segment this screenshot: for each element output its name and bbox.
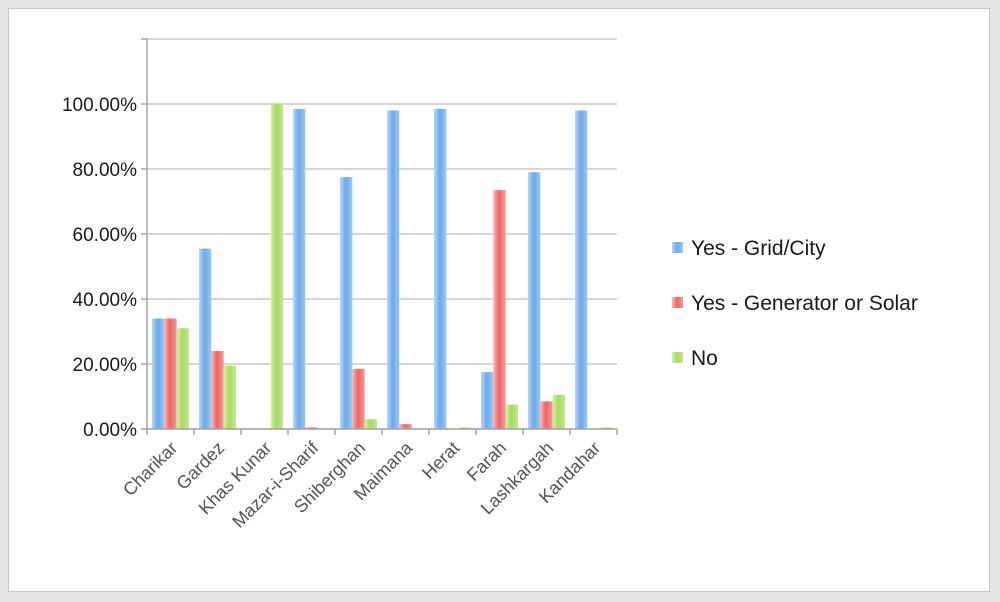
gridlines xyxy=(147,38,617,430)
legend: Yes - Grid/City Yes - Generator or Solar N… xyxy=(672,237,918,370)
bar xyxy=(223,365,236,429)
y-axis-tick-labels: 0.00% 20.00% 40.00% 60.00% 80.00% 100.00% xyxy=(62,95,137,441)
legend-swatch xyxy=(672,242,683,253)
bar xyxy=(199,248,212,429)
bar xyxy=(340,177,353,429)
bar xyxy=(399,424,412,429)
bar-chart: 0.00% 20.00% 40.00% 60.00% 80.00% 100.00% Cha… xyxy=(62,38,918,532)
bar xyxy=(164,318,177,429)
axes xyxy=(141,38,618,435)
bar xyxy=(176,328,189,429)
bar xyxy=(575,110,588,429)
bar xyxy=(458,427,471,429)
bar xyxy=(434,108,447,429)
y-tick-label: 0.00% xyxy=(83,420,137,441)
bar xyxy=(493,190,506,429)
bar xyxy=(505,404,518,429)
legend-label: Yes - Grid/City xyxy=(691,237,826,260)
bar xyxy=(481,372,494,429)
bar xyxy=(552,394,565,429)
category-label: Charikar xyxy=(119,438,181,500)
bar xyxy=(599,427,612,429)
legend-swatch xyxy=(672,352,683,363)
legend-label: No xyxy=(691,347,718,370)
chart-frame: 0.00% 20.00% 40.00% 60.00% 80.00% 100.00% Cha… xyxy=(8,8,990,592)
bar xyxy=(152,318,165,429)
y-tick-label: 100.00% xyxy=(62,95,137,116)
bar xyxy=(387,110,400,429)
bar xyxy=(528,172,541,429)
y-tick-label: 20.00% xyxy=(73,355,138,376)
bar xyxy=(293,108,306,429)
bar xyxy=(364,419,377,429)
y-tick-label: 80.00% xyxy=(73,160,138,181)
bar xyxy=(305,427,318,429)
y-tick-label: 60.00% xyxy=(73,225,138,246)
bar xyxy=(540,401,553,429)
legend-swatch xyxy=(672,297,683,308)
bar xyxy=(352,368,365,429)
category-label: Herat xyxy=(418,438,463,483)
legend-label: Yes - Generator or Solar xyxy=(691,292,918,315)
bar xyxy=(270,104,283,429)
bar xyxy=(211,351,224,429)
bars xyxy=(152,104,612,429)
y-tick-label: 40.00% xyxy=(73,290,138,311)
